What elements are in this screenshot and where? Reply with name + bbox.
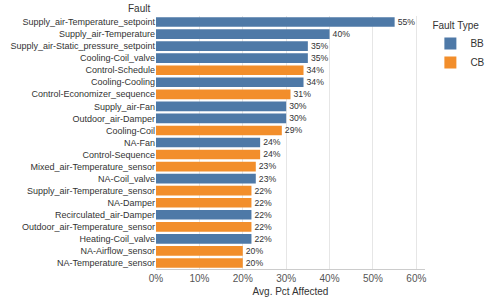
svg-text:Outdoor_air-Damper: Outdoor_air-Damper [72,114,155,124]
svg-text:Supply_air-Temperature: Supply_air-Temperature [59,29,155,39]
svg-text:NA-Airflow_sensor: NA-Airflow_sensor [80,246,155,256]
svg-text:Control-Economizer_sequence: Control-Economizer_sequence [31,89,155,99]
svg-text:Supply_air-Static_pressure_set: Supply_air-Static_pressure_setpoint [10,41,155,51]
svg-text:Cooling-Coil: Cooling-Coil [106,126,155,136]
svg-text:20%: 20% [246,258,264,268]
svg-text:22%: 22% [254,210,272,220]
svg-text:0%: 0% [149,273,164,284]
svg-text:22%: 22% [254,198,272,208]
svg-text:29%: 29% [285,125,303,135]
svg-text:40%: 40% [320,273,340,284]
svg-text:Supply_air-Temperature_sensor: Supply_air-Temperature_sensor [27,186,155,196]
svg-text:30%: 30% [289,101,307,111]
svg-text:35%: 35% [311,41,329,51]
svg-text:22%: 22% [254,234,272,244]
svg-text:23%: 23% [259,174,277,184]
svg-text:Recirculated_air-Damper: Recirculated_air-Damper [55,210,155,220]
svg-text:NA-Fan: NA-Fan [124,138,155,148]
svg-text:35%: 35% [311,53,329,63]
svg-text:Heating-Coil_valve: Heating-Coil_valve [79,234,155,244]
svg-text:Cooling-Coil_valve: Cooling-Coil_valve [80,53,155,63]
svg-text:BB: BB [470,38,484,49]
svg-text:Supply_air-Temperature_setpoin: Supply_air-Temperature_setpoint [22,17,155,27]
svg-text:NA-Coil_valve: NA-Coil_valve [98,174,155,184]
svg-text:55%: 55% [398,17,416,27]
svg-text:24%: 24% [263,137,281,147]
svg-text:22%: 22% [254,222,272,232]
svg-text:Mixed_air-Temperature_sensor: Mixed_air-Temperature_sensor [30,162,155,172]
svg-text:31%: 31% [294,89,312,99]
svg-text:NA-Temperature_sensor: NA-Temperature_sensor [57,258,155,268]
svg-text:Fault: Fault [128,3,150,14]
svg-text:NA-Damper: NA-Damper [107,198,155,208]
svg-text:20%: 20% [246,246,264,256]
svg-text:23%: 23% [259,161,277,171]
svg-text:CB: CB [470,57,484,68]
svg-text:22%: 22% [254,186,272,196]
svg-text:Supply_air-Fan: Supply_air-Fan [94,102,155,112]
svg-text:20%: 20% [233,273,253,284]
svg-text:30%: 30% [276,273,296,284]
svg-text:30%: 30% [289,113,307,123]
svg-text:Control-Sequence: Control-Sequence [82,150,155,160]
svg-text:Outdoor_air-Temperature_sensor: Outdoor_air-Temperature_sensor [22,222,155,232]
svg-text:50%: 50% [363,273,383,284]
svg-text:Cooling-Cooling: Cooling-Cooling [91,77,155,87]
svg-text:34%: 34% [307,65,325,75]
svg-text:Control-Schedule: Control-Schedule [85,65,155,75]
svg-text:34%: 34% [307,77,325,87]
svg-text:Avg. Pct Affected: Avg. Pct Affected [253,286,329,297]
svg-text:60%: 60% [406,273,426,284]
svg-text:Fault Type: Fault Type [432,20,479,31]
svg-text:24%: 24% [263,149,281,159]
svg-text:10%: 10% [189,273,209,284]
svg-text:40%: 40% [333,29,351,39]
